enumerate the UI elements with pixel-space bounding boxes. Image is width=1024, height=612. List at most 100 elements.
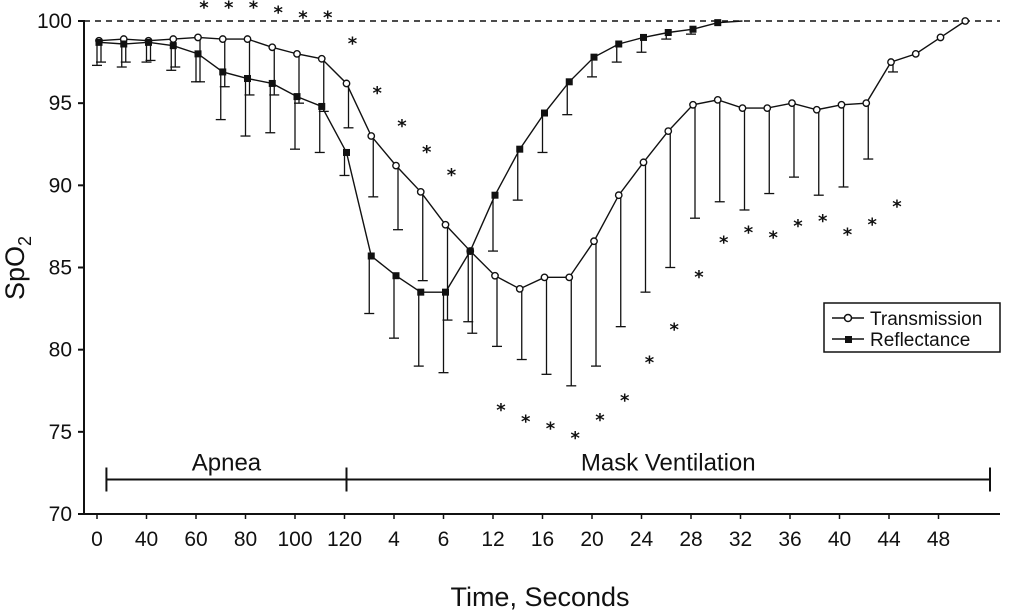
reflectance-point [145,38,152,46]
transmission-point [812,105,821,114]
significance-markers: * * * * * * * * * * * * * * * * * * * * * * * * * * * * [199,0,902,449]
x-tick-label: 36 [778,528,801,551]
transmission-point [738,104,747,112]
significance-star: * [620,390,630,411]
x-tick-label: 4 [388,528,400,551]
reflectance-point [491,191,499,199]
x-tick-label: 40 [828,528,851,551]
significance-star: * [818,211,828,232]
transmission-point [936,33,945,42]
transmission-point [565,273,574,282]
transmission-point [268,43,277,52]
significance-star: * [769,228,779,249]
y-tick-label: 95 [49,92,72,115]
significance-star: * [595,410,605,431]
transmission-point [664,127,673,136]
transmission-point [713,95,722,104]
x-tick-label: 60 [184,528,207,551]
reflectance-point [268,79,276,87]
significance-star: * [793,216,803,237]
transmission-point [194,33,202,42]
transmission-point [515,284,524,293]
transmission-point [887,58,895,66]
y-tick-label: 100 [37,10,72,33]
reflectance-point [392,272,400,280]
significance-star: * [274,2,284,23]
significance-star: * [422,142,432,163]
legend-box [823,302,1001,353]
transmission-point [416,188,425,196]
transmission-point [639,158,648,167]
significance-star: * [719,233,729,254]
significance-star: * [645,353,655,374]
series-lines [98,20,966,293]
phase-bars: Apnea Mask Ventilation [105,449,991,492]
transmission-point [491,271,499,280]
transmission-point [837,100,846,109]
y-axis-title: SpO2 [0,236,35,300]
reflectance-point [318,102,326,110]
transmission-point [243,35,252,43]
reflectance-point [590,53,598,61]
x-axis-ticks: 0 40 60 80 100 120 4 6 12 16 20 24 28 32 36 40 44 48 [91,514,950,551]
legend-transmission-marker [843,313,853,323]
reflectance-point [219,68,227,76]
significance-star: * [868,214,878,235]
x-tick-label: 48 [927,528,950,551]
transmission-point [540,273,549,282]
significance-star: * [892,196,902,217]
reflectance-point [367,252,375,260]
significance-star: * [843,224,853,245]
x-tick-label: 32 [729,528,752,551]
x-tick-label: 80 [234,528,257,551]
series-markers [95,17,970,296]
transmission-point [590,237,598,246]
phase-label: Apnea [192,449,262,476]
transmission-point [862,99,871,108]
reflectance-point [95,38,103,46]
x-tick-label: 24 [630,528,654,551]
transmission-point [169,35,178,43]
transmission-point [961,17,970,25]
x-tick-label: 120 [327,528,362,551]
x-tick-label: 0 [91,528,103,551]
reflectance-point [565,78,573,86]
reflectance-point [466,247,474,255]
x-tick-label: 40 [135,528,158,551]
significance-star: * [521,412,531,433]
significance-star: * [199,0,209,19]
significance-star: * [323,7,333,28]
significance-star: * [249,0,259,19]
y-tick-label: 90 [49,174,72,197]
x-tick-label: 44 [877,528,901,551]
significance-star: * [694,267,704,288]
y-tick-label: 70 [49,503,72,526]
reflectance-point [417,288,425,296]
series-line-transmission [98,20,966,290]
y-tick-label: 80 [49,339,72,362]
reflectance-point [714,19,722,27]
significance-star: * [224,0,234,19]
legend: Transmission Reflectance [823,302,1001,353]
reflectance-point [442,288,449,296]
transmission-point [342,79,351,88]
transmission-point [763,104,772,112]
significance-star: * [447,165,457,186]
y-tick-label: 85 [49,257,72,280]
x-tick-label: 100 [277,528,312,551]
x-tick-label: 28 [679,528,702,551]
reflectance-point [664,29,672,37]
significance-star: * [670,320,680,341]
reflectance-point [169,42,177,50]
reflectance-point [343,148,350,156]
phase-label: Mask Ventilation [581,449,756,476]
transmission-point [911,49,920,58]
legend-reflectance-label: Reflectance [870,330,970,351]
y-axis-ticks: 70 75 80 85 90 95 100 [37,10,84,526]
transmission-point [788,99,796,108]
reflectance-point [194,50,202,58]
transmission-point [614,191,623,200]
significance-star: * [744,223,754,244]
x-axis-title: Time, Seconds [450,582,629,612]
